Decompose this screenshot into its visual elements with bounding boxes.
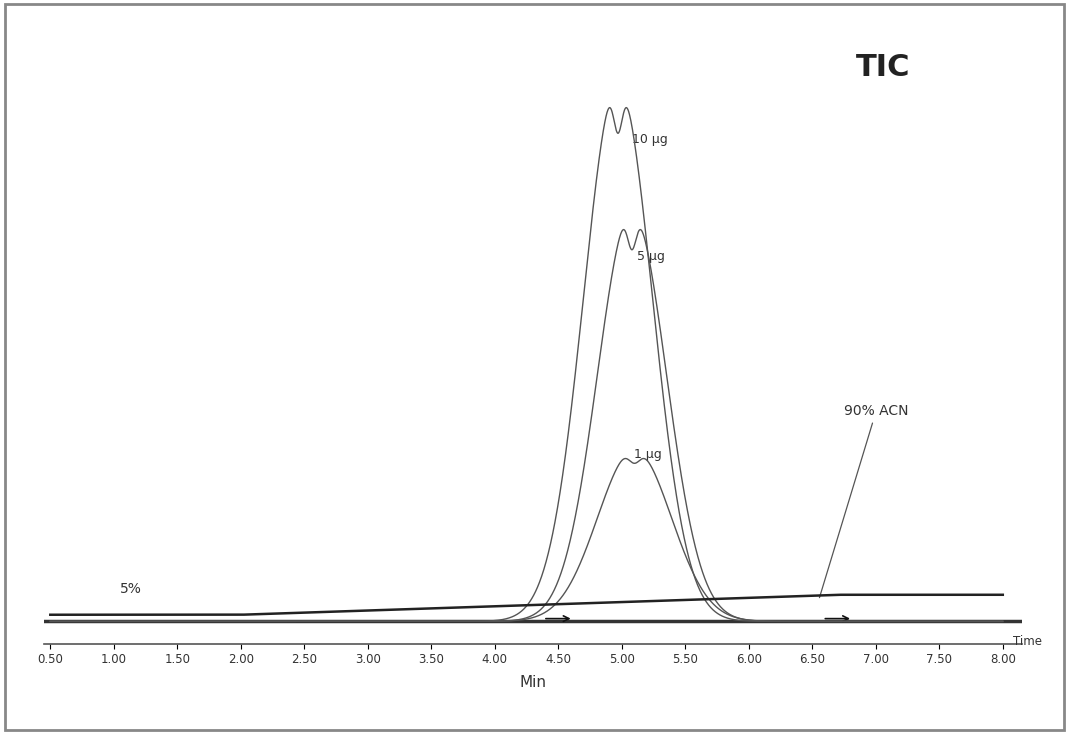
Text: 5 μg: 5 μg [637,250,665,263]
Text: 90% ACN: 90% ACN [820,404,909,597]
Text: TIC: TIC [855,54,910,82]
Text: Time: Time [1013,635,1042,648]
Text: 10 μg: 10 μg [632,134,668,146]
X-axis label: Min: Min [520,675,546,690]
Text: 5%: 5% [120,582,142,596]
Text: 1 μg: 1 μg [635,448,662,462]
